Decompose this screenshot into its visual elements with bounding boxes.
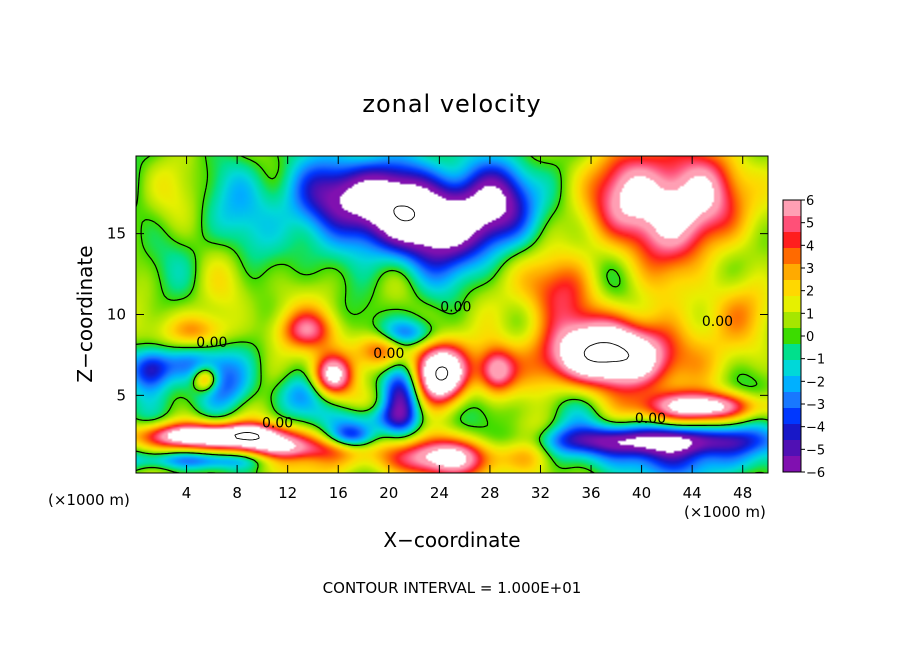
colorbar-tick-label: 3 (806, 262, 814, 277)
x-unit-left: (×1000 m) (48, 491, 130, 509)
y-axis-label: Z−coordinate (73, 245, 97, 382)
colorbar-swatch (783, 408, 801, 425)
colorbar-swatch (783, 440, 801, 457)
colorbar-tick-label: 5 (806, 217, 814, 232)
colorbar: 6 5 4 3 2 1 0 −1 −2 −3 −4 −5 −6 (782, 194, 825, 481)
x-tick-label: 44 (683, 484, 702, 502)
colorbar-tick-label: −2 (806, 375, 825, 390)
y-tick-label: 10 (107, 306, 126, 324)
contour-labels: 0.00 0.00 0.00 0.00 0.00 0.00 (196, 299, 733, 431)
x-tick-label: 28 (480, 484, 499, 502)
colorbar-tick-label: −4 (806, 421, 825, 436)
minus-ten-contour-line (393, 205, 416, 222)
colorbar-swatch (783, 248, 801, 265)
colorbar-swatch (783, 200, 801, 217)
colorbar-swatch (783, 360, 801, 377)
colorbar-swatch (783, 424, 801, 441)
x-tick-label: 48 (733, 484, 752, 502)
colorbar-swatch (783, 328, 801, 345)
x-tick-label: 40 (632, 484, 651, 502)
x-unit-right: (×1000 m) (684, 503, 766, 521)
colorbar-tick-label: −5 (806, 443, 825, 458)
contour-label: 0.00 (196, 335, 227, 351)
colorbar-tick-label: −6 (806, 466, 825, 481)
y-tick-label: 15 (107, 225, 126, 243)
zero-contour-line (136, 156, 768, 473)
colorbar-swatch (783, 280, 801, 297)
colorbar-tick-label: 1 (806, 307, 814, 322)
contour-label: 0.00 (373, 346, 404, 362)
colorbar-tick-label: 6 (806, 194, 814, 209)
x-tick-label: 12 (278, 484, 297, 502)
x-tick-label: 8 (232, 484, 242, 502)
x-tick-label: 20 (379, 484, 398, 502)
chart-title: zonal velocity (362, 90, 541, 118)
colorbar-tick-label: 4 (806, 239, 814, 254)
colorbar-swatch (783, 392, 801, 409)
colorbar-swatch (783, 344, 801, 361)
contour-label: 0.00 (702, 314, 733, 330)
plus-ten-contour-line (234, 342, 630, 441)
x-axis: 4 8 12 16 20 24 28 32 36 40 44 48 (182, 156, 752, 502)
colorbar-swatch (783, 216, 801, 233)
colorbar-swatch (783, 264, 801, 281)
x-tick-label: 36 (581, 484, 600, 502)
velocity-heatmap (136, 156, 768, 473)
contour-label: 0.00 (635, 411, 666, 427)
x-axis-label: X−coordinate (383, 528, 520, 552)
x-tick-label: 24 (430, 484, 449, 502)
contour-label: 0.00 (262, 416, 293, 432)
x-tick-label: 16 (329, 484, 348, 502)
colorbar-swatch (783, 296, 801, 313)
y-tick-label: 5 (116, 386, 126, 404)
colorbar-swatch (783, 312, 801, 329)
plot-area (136, 156, 768, 473)
contour-interval-footer: CONTOUR INTERVAL = 1.000E+01 (323, 579, 582, 597)
x-tick-label: 4 (182, 484, 192, 502)
colorbar-tick-label: 0 (806, 330, 814, 345)
colorbar-swatch (783, 232, 801, 249)
contour-label: 0.00 (440, 299, 471, 315)
x-tick-label: 32 (531, 484, 550, 502)
colorbar-tick-label: −3 (806, 398, 825, 413)
colorbar-tick-label: −1 (806, 353, 825, 368)
colorbar-tick-label: 2 (806, 285, 814, 300)
colorbar-swatch (783, 376, 801, 393)
y-axis: 5 10 15 (107, 225, 768, 404)
colorbar-swatch (783, 456, 801, 473)
